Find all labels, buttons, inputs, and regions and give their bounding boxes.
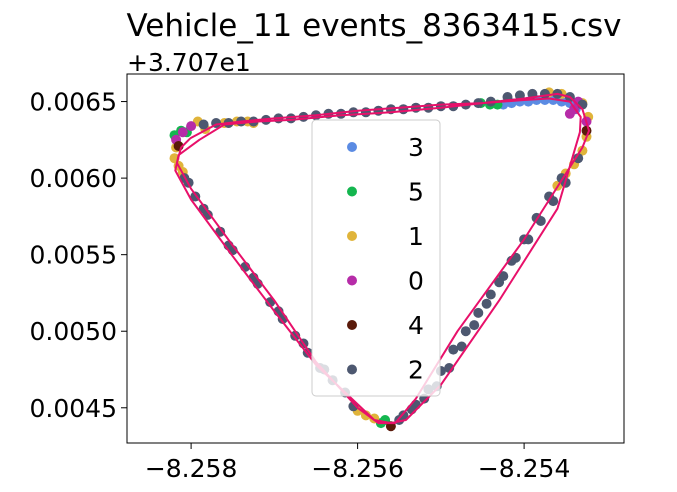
point-series-2 bbox=[485, 289, 496, 300]
point-series-2 bbox=[448, 344, 459, 355]
point-series-2 bbox=[494, 277, 505, 288]
point-series-2 bbox=[460, 326, 471, 337]
y-offset-label: +3.707e1 bbox=[127, 48, 251, 77]
axes: −8.258 −8.256 −8.254 0.0045 0.0050 0.0055 0.00… bbox=[30, 88, 571, 483]
point-series-2 bbox=[544, 191, 555, 202]
legend-marker-1 bbox=[347, 231, 357, 241]
point-series-2 bbox=[360, 107, 371, 118]
trajectory-line bbox=[174, 92, 590, 425]
chart-title: Vehicle_11 events_8363415.csv bbox=[126, 8, 621, 44]
x-tick-label: −8.256 bbox=[311, 454, 404, 483]
x-tick-label: −8.258 bbox=[145, 454, 238, 483]
legend-label-0: 0 bbox=[408, 267, 424, 296]
point-series-0 bbox=[177, 127, 188, 138]
y-tick-label: 0.0045 bbox=[30, 394, 117, 423]
legend-label-4: 4 bbox=[408, 311, 424, 340]
point-series-0 bbox=[564, 108, 575, 119]
legend-marker-4 bbox=[347, 320, 357, 330]
point-series-2 bbox=[481, 298, 492, 309]
legend-label-2: 2 bbox=[408, 356, 424, 385]
x-tick-label: −8.254 bbox=[478, 454, 571, 483]
point-series-2 bbox=[435, 101, 446, 112]
y-tick-label: 0.0055 bbox=[30, 241, 117, 270]
point-series-2 bbox=[469, 320, 480, 331]
point-series-2 bbox=[456, 341, 467, 352]
point-series-2 bbox=[573, 153, 584, 164]
legend-marker-2 bbox=[347, 364, 357, 375]
legend-marker-0 bbox=[347, 275, 357, 286]
legend-box bbox=[311, 119, 441, 397]
legend-label-5: 5 bbox=[408, 178, 424, 207]
point-series-2 bbox=[506, 255, 517, 266]
point-series-2 bbox=[539, 88, 550, 99]
y-tick-label: 0.0065 bbox=[30, 88, 117, 117]
legend-marker-3 bbox=[347, 142, 357, 152]
point-series-2 bbox=[473, 307, 484, 318]
y-tick-label: 0.0060 bbox=[30, 164, 117, 193]
point-series-2 bbox=[198, 119, 209, 130]
point-series-2 bbox=[398, 104, 409, 115]
legend-marker-5 bbox=[347, 186, 357, 197]
legend-label-1: 1 bbox=[408, 222, 424, 251]
y-tick-label: 0.0050 bbox=[30, 317, 117, 346]
plot-frame bbox=[126, 73, 625, 444]
point-series-0 bbox=[186, 121, 197, 132]
point-series-2 bbox=[198, 203, 209, 214]
legend-label-3: 3 bbox=[408, 133, 424, 162]
legend: 3 5 1 0 4 2 bbox=[311, 119, 441, 397]
